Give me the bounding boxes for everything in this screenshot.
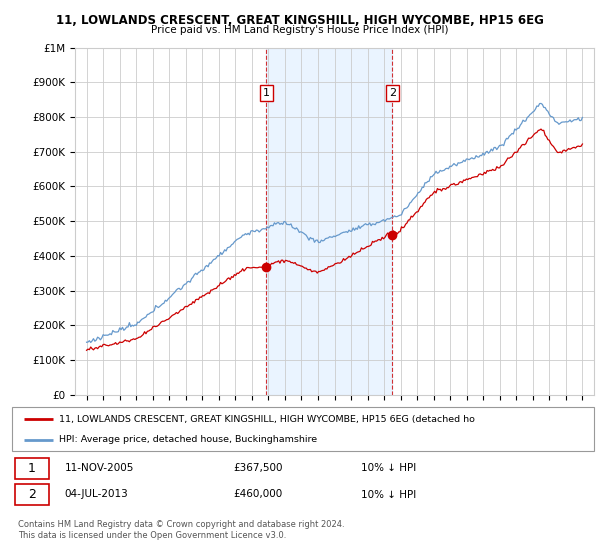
Text: Price paid vs. HM Land Registry's House Price Index (HPI): Price paid vs. HM Land Registry's House … [151, 25, 449, 35]
Text: Contains HM Land Registry data © Crown copyright and database right 2024.
This d: Contains HM Land Registry data © Crown c… [18, 520, 344, 540]
Text: 2: 2 [389, 88, 396, 98]
Text: £460,000: £460,000 [233, 489, 283, 500]
Text: 11, LOWLANDS CRESCENT, GREAT KINGSHILL, HIGH WYCOMBE, HP15 6EG: 11, LOWLANDS CRESCENT, GREAT KINGSHILL, … [56, 14, 544, 27]
FancyBboxPatch shape [12, 407, 594, 451]
FancyBboxPatch shape [15, 484, 49, 505]
Text: 10% ↓ HPI: 10% ↓ HPI [361, 463, 416, 473]
Text: £367,500: £367,500 [233, 463, 283, 473]
Text: 2: 2 [28, 488, 36, 501]
Text: 1: 1 [263, 88, 270, 98]
Text: 10% ↓ HPI: 10% ↓ HPI [361, 489, 416, 500]
Text: 11-NOV-2005: 11-NOV-2005 [64, 463, 134, 473]
Text: 11, LOWLANDS CRESCENT, GREAT KINGSHILL, HIGH WYCOMBE, HP15 6EG (detached ho: 11, LOWLANDS CRESCENT, GREAT KINGSHILL, … [59, 415, 475, 424]
Text: 1: 1 [28, 461, 36, 475]
Text: 04-JUL-2013: 04-JUL-2013 [64, 489, 128, 500]
Text: HPI: Average price, detached house, Buckinghamshire: HPI: Average price, detached house, Buck… [59, 435, 317, 445]
Bar [266, 48, 392, 395]
FancyBboxPatch shape [15, 458, 49, 479]
